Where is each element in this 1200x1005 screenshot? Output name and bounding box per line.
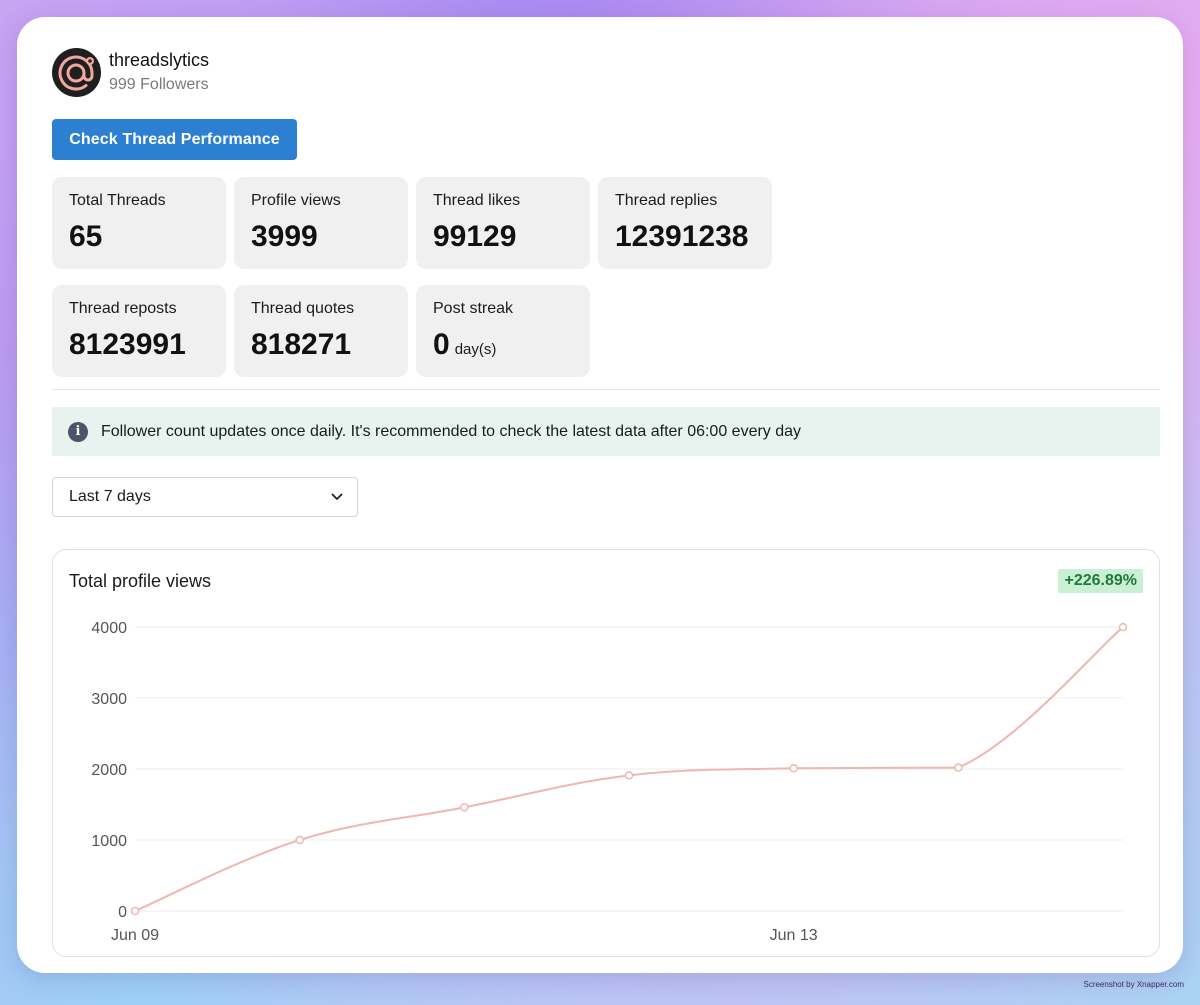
stat-profile-views: Profile views 3999 bbox=[234, 177, 408, 269]
stat-value: 99129 bbox=[433, 220, 517, 253]
stat-label: Profile views bbox=[251, 192, 341, 209]
stat-label: Thread quotes bbox=[251, 300, 355, 317]
stat-total-threads: Total Threads 65 bbox=[52, 177, 226, 269]
y-tick-label: 1000 bbox=[91, 833, 127, 850]
stat-thread-quotes: Thread quotes 818271 bbox=[234, 285, 408, 377]
follower-count: 999 Followers bbox=[109, 76, 209, 93]
stat-thread-replies: Thread replies 12391238 bbox=[598, 177, 772, 269]
y-tick-label: 0 bbox=[118, 904, 127, 921]
x-tick-label: Jun 09 bbox=[111, 927, 159, 944]
stat-post-streak: Post streak 0 day(s) bbox=[416, 285, 590, 377]
data-point bbox=[295, 835, 304, 845]
profile-text: threadslytics 999 Followers bbox=[109, 49, 209, 96]
y-tick-label: 4000 bbox=[91, 620, 127, 637]
stat-thread-reposts: Thread reposts 8123991 bbox=[52, 285, 226, 377]
y-tick-label: 2000 bbox=[91, 762, 127, 779]
at-sign-icon bbox=[58, 55, 94, 91]
info-banner: i Follower count updates once daily. It'… bbox=[52, 407, 1160, 456]
avatar[interactable] bbox=[52, 48, 101, 97]
line-chart: 0 1000 2000 3000 4000 Jun 09 Jun 13 bbox=[91, 620, 1128, 944]
stat-value: 12391238 bbox=[615, 220, 749, 253]
change-badge: +226.89% bbox=[1058, 569, 1143, 593]
profile-name: threadslytics bbox=[109, 50, 210, 70]
x-tick-label: Jun 13 bbox=[770, 927, 818, 944]
data-point bbox=[130, 906, 140, 916]
stat-thread-likes: Thread likes 99129 bbox=[416, 177, 590, 269]
profile-header: threadslytics 999 Followers bbox=[52, 48, 209, 97]
check-thread-performance-button[interactable]: Check Thread Performance bbox=[52, 119, 297, 160]
stat-value-number: 0 bbox=[433, 328, 450, 361]
chart-title: Total profile views bbox=[69, 571, 212, 591]
y-tick-label: 3000 bbox=[91, 691, 127, 708]
data-point bbox=[460, 803, 469, 812]
date-range-select[interactable]: Last 7 days bbox=[52, 477, 358, 517]
info-icon: i bbox=[68, 421, 88, 442]
chevron-down-icon bbox=[331, 493, 343, 500]
stat-label: Thread likes bbox=[433, 192, 521, 209]
dashboard-card: threadslytics 999 Followers Check Thread… bbox=[17, 17, 1183, 973]
divider bbox=[52, 389, 1160, 390]
stat-value: 818271 bbox=[251, 328, 352, 361]
stat-value: 3999 bbox=[251, 220, 318, 253]
watermark: Screenshot by Xnapper.com bbox=[1083, 980, 1184, 989]
data-point bbox=[624, 771, 634, 780]
info-text: Follower count updates once daily. It's … bbox=[101, 422, 802, 440]
stat-value: 0 day(s) bbox=[433, 328, 496, 362]
stat-label: Post streak bbox=[433, 300, 514, 317]
stat-label: Thread reposts bbox=[69, 300, 177, 317]
stat-value: 8123991 bbox=[69, 328, 186, 361]
stat-value: 65 bbox=[69, 220, 103, 253]
stat-label: Total Threads bbox=[69, 192, 166, 209]
stat-unit: day(s) bbox=[454, 341, 497, 358]
chart-card: Total profile views +226.89% 0 1000 2000 30… bbox=[52, 549, 1160, 957]
data-point bbox=[954, 763, 963, 772]
data-point bbox=[789, 764, 798, 773]
stat-label: Thread replies bbox=[615, 192, 718, 209]
data-point bbox=[1118, 622, 1128, 632]
date-range-value: Last 7 days bbox=[69, 488, 151, 505]
